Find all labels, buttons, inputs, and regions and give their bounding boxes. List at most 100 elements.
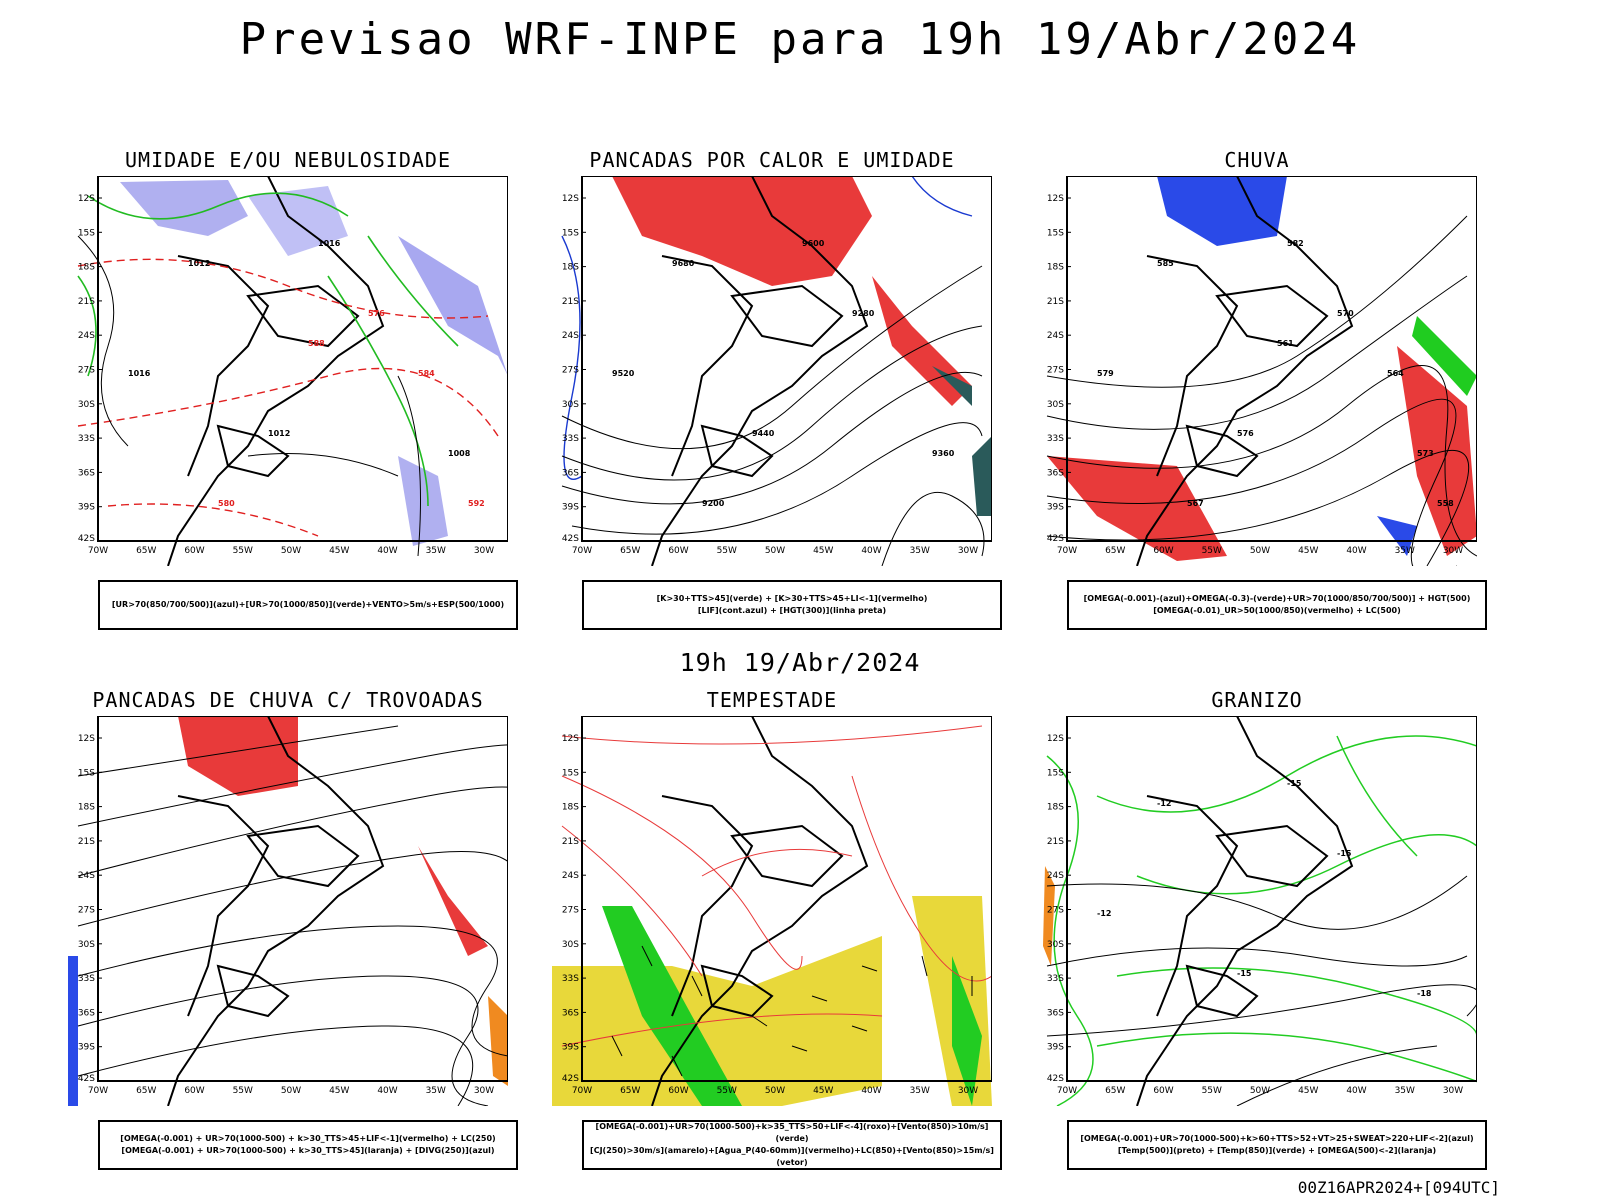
country-border: [661, 255, 754, 477]
contour-label: -15: [1287, 779, 1302, 788]
lon-tick-label: 60W: [184, 546, 204, 556]
contour-label: 9600: [802, 239, 825, 248]
lat-tick-label: 18S: [78, 263, 95, 273]
humidity-blue-area: [120, 180, 248, 236]
rain-blue-area: [1377, 516, 1417, 556]
panel-granizo: GRANIZO 12S 15S 18S 21S 24S 27S 30S 33S 36S 39S 42…: [1037, 688, 1487, 1178]
lat-tick-label: 27S: [1047, 906, 1064, 916]
temp850-contour: [1336, 735, 1418, 857]
country-border: [730, 284, 844, 348]
rh-green-contour: [77, 275, 97, 377]
lat-tick-label: 33S: [1047, 434, 1064, 444]
lat-tick-label: 18S: [562, 263, 579, 273]
country-border: [661, 795, 754, 1017]
map-frame: [97, 176, 508, 542]
thickness-red-contour: [77, 367, 499, 437]
panel-caption: [OMEGA(-0.001)+UR>70(1000-500)+k>35_TTS>…: [582, 1120, 1002, 1170]
contour-label: 9360: [932, 449, 955, 458]
contour-label: 592: [468, 499, 485, 508]
lat-tick-label: 36S: [562, 1008, 579, 1018]
pressure-contour: [397, 375, 421, 557]
temp500-contour: [1236, 1045, 1438, 1106]
lat-tick-label: 30S: [1047, 940, 1064, 950]
temp850-contour: [1116, 967, 1477, 1037]
rh-green-contour: [367, 235, 459, 347]
panel-pancadas-calor: PANCADAS POR CALOR E UMIDADE 12S 15S 18S 21…: [552, 148, 1002, 638]
lat-tick-label: 36S: [562, 468, 579, 478]
lat-tick-label: 24S: [78, 871, 95, 881]
lon-tick-label: 60W: [1153, 1086, 1173, 1096]
lon-tick-label: 55W: [233, 1086, 253, 1096]
lon-tick-label: 65W: [136, 1086, 156, 1096]
caption-line: [CJ(250)>30m/s](amarelo)+[Agua_P(40-60mm…: [590, 1146, 994, 1167]
lon-tick-label: 65W: [620, 546, 640, 556]
instability-green-area: [972, 436, 992, 516]
caption-line: [OMEGA(-0.001)-(azul)+OMEGA(-0.3)-(verde…: [1083, 594, 1471, 603]
contour-label: 1012: [188, 259, 210, 268]
lat-tick-label: 33S: [78, 974, 95, 984]
coastline: [1136, 176, 1354, 566]
humidity-blue-area: [248, 186, 348, 256]
contour-label: -15: [1337, 849, 1352, 858]
streamline: [77, 744, 508, 827]
lon-tick-label: 65W: [620, 1086, 640, 1096]
map-frame: [97, 716, 508, 1082]
lat-tick-label: 39S: [78, 1043, 95, 1053]
lat-tick-label: 30S: [562, 940, 579, 950]
country-border: [1185, 424, 1259, 478]
caption-line: [OMEGA(-0.01)_UR>50(1000/850)(vermelho) …: [1153, 606, 1401, 615]
lat-tick-label: 15S: [1047, 768, 1064, 778]
lon-tick-label: 50W: [281, 546, 301, 556]
coastline: [167, 176, 385, 566]
streamline: [77, 725, 399, 777]
contour-label: 1012: [268, 429, 290, 438]
lon-tick-label: 30W: [474, 1086, 494, 1096]
lat-tick-label: 15S: [1047, 228, 1064, 238]
lon-tick-label: 30W: [958, 1086, 978, 1096]
rh-green-contour: [87, 192, 349, 220]
contour-label: 1016: [128, 369, 151, 378]
temp850-contour: [1046, 755, 1094, 1106]
lon-tick-label: 30W: [958, 546, 978, 556]
caption-line: [Temp(500)](preto) + [Temp(850)](verde) …: [1117, 1146, 1437, 1155]
lat-tick-label: 18S: [78, 803, 95, 813]
lon-tick-label: 60W: [1153, 546, 1173, 556]
contour-label: 9520: [612, 369, 635, 378]
panel-title: UMIDADE E/OU NEBULOSIDADE: [124, 148, 452, 172]
lon-tick-label: 45W: [329, 546, 349, 556]
pressure-contour: [77, 235, 129, 447]
lon-tick-label: 35W: [910, 1086, 930, 1096]
caption-line: [LIF](cont.azul) + [HGT(300)](linha pret…: [697, 606, 887, 615]
run-timestamp: 00Z16APR2024+[094UTC]: [1297, 1178, 1500, 1197]
streamline-red: [561, 1013, 883, 1047]
temp500-contour: [1046, 947, 1468, 967]
contour-label: 582: [1287, 239, 1304, 248]
streamline-red: [701, 848, 853, 877]
lon-tick-label: 35W: [426, 546, 446, 556]
lat-tick-label: 42S: [1047, 534, 1064, 544]
lat-tick-label: 24S: [1047, 331, 1064, 341]
country-border: [1215, 824, 1329, 888]
lon-tick-label: 70W: [572, 1086, 592, 1096]
streamline: [77, 925, 508, 1057]
country-border: [216, 964, 290, 1018]
lat-tick-label: 12S: [562, 194, 579, 204]
lat-tick-label: 18S: [1047, 803, 1064, 813]
lon-tick-label: 55W: [717, 546, 737, 556]
lat-tick-label: 12S: [562, 734, 579, 744]
lon-tick-label: 70W: [1057, 546, 1077, 556]
contour-label: 9200: [702, 499, 725, 508]
caption-line: [OMEGA(-0.001) + UR>70(1000-500) + k>30_…: [120, 1134, 496, 1143]
map-frame: [581, 716, 992, 1082]
instability-red-area: [612, 176, 872, 286]
temp850-contour: [1096, 1032, 1477, 1096]
panel-tempestade: TEMPESTADE 12S 15S 18S 21S 24S 27S 30S 33S 36S 39…: [552, 688, 1002, 1178]
panel-trovoadas: PANCADAS DE CHUVA C/ TROVOADAS 12S 15S 18S…: [68, 688, 518, 1178]
lat-tick-label: 12S: [78, 194, 95, 204]
map-trovoadas: 12S 15S 18S 21S 24S 27S 30S 33S 36S 39S 42S 70W 65W 6…: [68, 716, 508, 1106]
lat-tick-label: 12S: [78, 734, 95, 744]
panel-caption: [OMEGA(-0.001) + UR>70(1000-500) + k>30_…: [98, 1120, 518, 1170]
contour-label: 579: [1097, 369, 1114, 378]
lat-tick-label: 15S: [78, 228, 95, 238]
height-contour: [1046, 398, 1457, 566]
